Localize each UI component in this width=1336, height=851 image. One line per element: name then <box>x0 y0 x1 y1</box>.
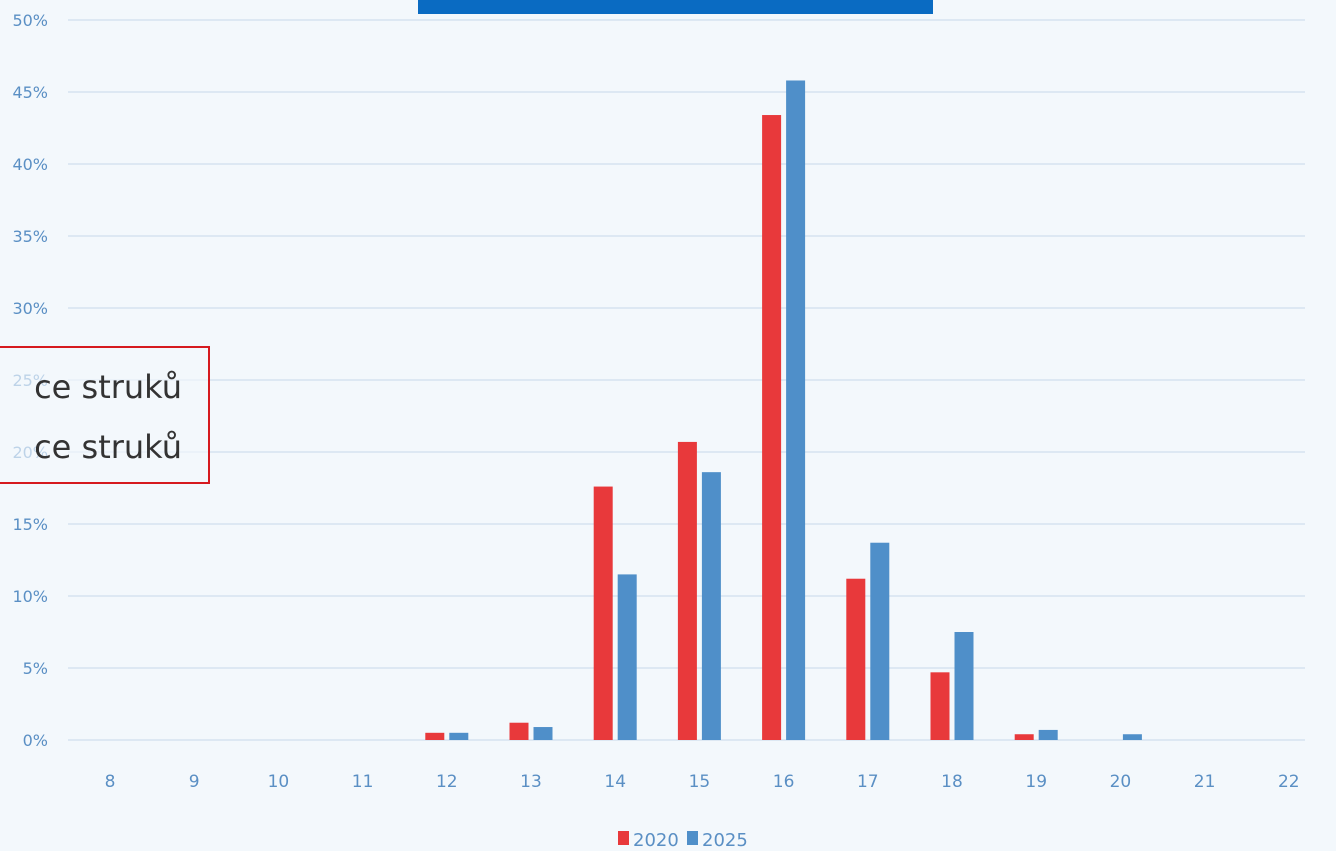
legend-label-2020: 2020 <box>633 830 679 851</box>
bar-2025-18 <box>955 632 974 740</box>
callout-line-2: ce struků <box>0 428 182 466</box>
x-tick-label: 17 <box>857 772 879 792</box>
x-tick-label: 22 <box>1278 772 1300 792</box>
legend: 2020 2025 <box>618 830 748 851</box>
y-tick-label: 5% <box>23 659 48 678</box>
x-axis-ticks: 8 9 10 11 12 13 14 15 16 17 18 19 20 21 22 <box>105 772 1300 792</box>
bar-2025-19 <box>1039 730 1058 740</box>
y-tick-label: 30% <box>12 299 48 318</box>
bar-2025-13 <box>534 727 553 740</box>
bar-2020-15 <box>678 442 697 740</box>
x-tick-label: 12 <box>436 772 458 792</box>
bar-2025-14 <box>618 574 637 740</box>
y-tick-label: 45% <box>12 83 48 102</box>
bar-2020-13 <box>510 723 529 740</box>
x-tick-label: 19 <box>1025 772 1047 792</box>
bar-2020-16 <box>762 115 781 740</box>
bar-2025-12 <box>449 733 468 740</box>
callout-box: ce struků ce struků <box>0 346 210 484</box>
x-tick-label: 10 <box>268 772 290 792</box>
bars <box>425 80 1142 740</box>
bar-2020-19 <box>1015 734 1034 740</box>
y-tick-label: 0% <box>23 731 48 750</box>
x-tick-label: 11 <box>352 772 374 792</box>
bar-2020-12 <box>425 733 444 740</box>
bar-2025-20 <box>1123 734 1142 740</box>
y-tick-label: 40% <box>12 155 48 174</box>
bar-2025-17 <box>870 543 889 740</box>
bar-2025-15 <box>702 472 721 740</box>
legend-label-2025: 2025 <box>702 830 748 851</box>
y-tick-label: 35% <box>12 227 48 246</box>
x-tick-label: 18 <box>941 772 963 792</box>
x-tick-label: 8 <box>105 772 116 792</box>
legend-swatch-2025 <box>687 831 698 845</box>
x-tick-label: 15 <box>689 772 711 792</box>
x-tick-label: 14 <box>604 772 626 792</box>
callout-line-1: ce struků <box>0 368 182 406</box>
legend-swatch-2020 <box>618 831 629 845</box>
title-banner <box>418 0 933 14</box>
bar-2025-16 <box>786 80 805 740</box>
y-tick-label: 10% <box>12 587 48 606</box>
x-tick-label: 16 <box>773 772 795 792</box>
x-tick-label: 20 <box>1110 772 1132 792</box>
y-tick-label: 15% <box>12 515 48 534</box>
bar-2020-17 <box>846 579 865 740</box>
bar-2020-18 <box>931 672 950 740</box>
x-tick-label: 13 <box>520 772 542 792</box>
y-tick-label: 50% <box>12 11 48 30</box>
bar-2020-14 <box>594 487 613 740</box>
x-tick-label: 9 <box>189 772 200 792</box>
x-tick-label: 21 <box>1194 772 1216 792</box>
